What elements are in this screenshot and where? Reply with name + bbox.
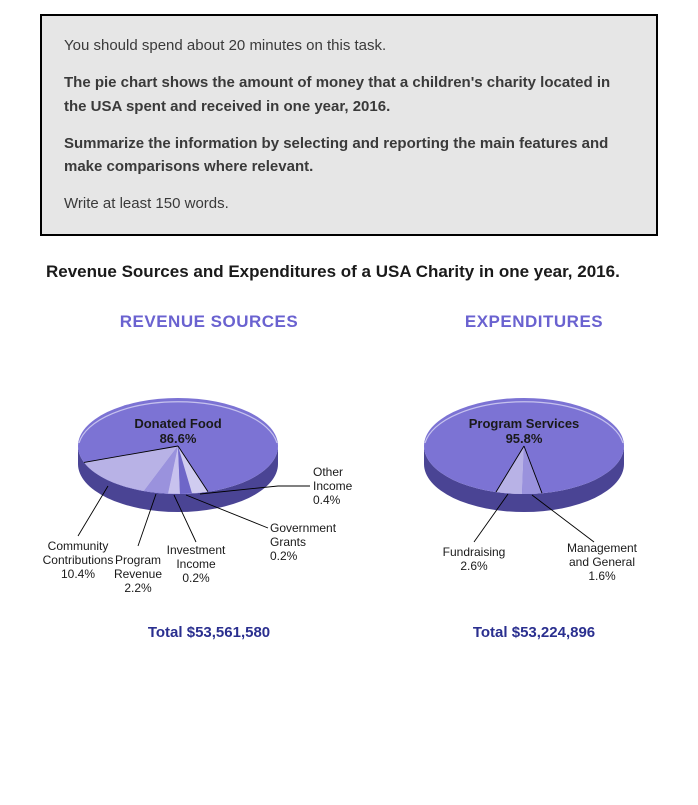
lbl-comm-l1: Community [48, 539, 109, 553]
lbl-fund-l1: Fundraising [443, 545, 506, 559]
dominant-label-l2: 95.8% [506, 431, 543, 446]
pie-chart-revenue: Donated Food 86.6% Other Income 0.4% Gov… [38, 348, 380, 618]
dominant-label-l2: 86.6% [160, 431, 197, 446]
charts-area: REVENUE SOURCES [20, 312, 678, 641]
lbl-comm-pct: 10.4% [61, 567, 95, 581]
lbl-gov-l2: Grants [270, 535, 306, 549]
lbl-inv-l1: Investment [167, 543, 226, 557]
dominant-label-l1: Donated Food [134, 416, 221, 431]
lbl-gov-pct: 0.2% [270, 549, 298, 563]
chart-block-expenditures: EXPENDITURES Program Services 95.8% [384, 312, 684, 641]
chart-heading-expenditures: EXPENDITURES [465, 312, 603, 332]
lbl-inv-l2: Income [176, 557, 216, 571]
lbl-prog-l1: Program [115, 553, 161, 567]
lbl-mgmt-l1: Management [567, 541, 638, 555]
lbl-fund-pct: 2.6% [460, 559, 488, 573]
chart-block-revenue: REVENUE SOURCES [38, 312, 380, 641]
lbl-prog-pct: 2.2% [124, 581, 152, 595]
lbl-other-l1: Other [313, 465, 343, 479]
lbl-other-pct: 0.4% [313, 493, 341, 507]
instruction-wordcount: Write at least 150 words. [64, 192, 634, 215]
pie-chart-expenditures: Program Services 95.8% Fundraising 2.6% … [384, 348, 684, 618]
chart-total-expenditures: Total $53,224,896 [473, 624, 595, 641]
lbl-comm-l2: Contributions [43, 553, 114, 567]
instruction-time: You should spend about 20 minutes on thi… [64, 34, 634, 57]
chart-heading-revenue: REVENUE SOURCES [120, 312, 298, 332]
charts-title: Revenue Sources and Expenditures of a US… [46, 260, 652, 285]
lbl-inv-pct: 0.2% [182, 571, 210, 585]
instruction-body2: Summarize the information by selecting a… [64, 132, 634, 179]
chart-total-revenue: Total $53,561,580 [148, 624, 270, 641]
lbl-prog-l2: Revenue [114, 567, 162, 581]
lbl-mgmt-l2: and General [569, 555, 635, 569]
lbl-other-l2: Income [313, 479, 353, 493]
page-root: You should spend about 20 minutes on thi… [0, 14, 698, 661]
dominant-label-l1: Program Services [469, 416, 580, 431]
lead-community [78, 486, 108, 536]
instruction-body1: The pie chart shows the amount of money … [64, 71, 634, 118]
instructions-box: You should spend about 20 minutes on thi… [40, 14, 658, 236]
lbl-mgmt-pct: 1.6% [588, 569, 616, 583]
lbl-gov-l1: Government [270, 521, 337, 535]
